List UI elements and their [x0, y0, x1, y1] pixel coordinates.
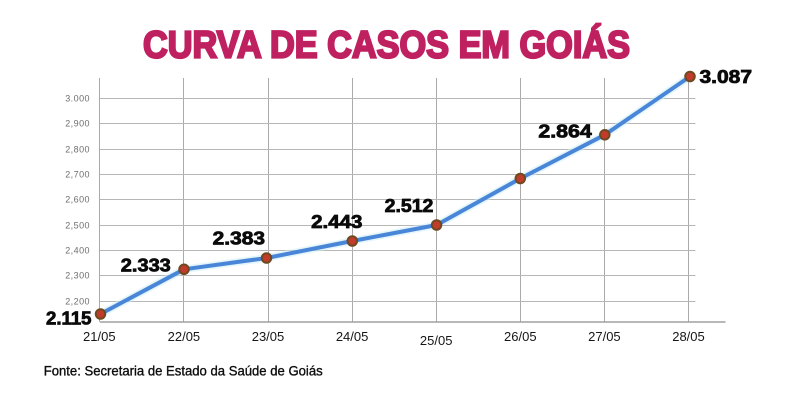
- svg-text:26/05: 26/05: [504, 329, 537, 344]
- svg-text:3.000: 3.000: [65, 94, 90, 104]
- svg-text:25/05: 25/05: [420, 333, 453, 348]
- svg-text:2.864: 2.864: [538, 120, 592, 141]
- svg-text:Fonte: Secretaria de Estado da: Fonte: Secretaria de Estado da Saúde de …: [44, 363, 323, 379]
- svg-text:2.512: 2.512: [385, 195, 434, 216]
- svg-text:2.115: 2.115: [46, 307, 92, 328]
- svg-text:2,400: 2,400: [65, 246, 90, 256]
- svg-text:2,700: 2,700: [65, 170, 90, 180]
- svg-text:2,300: 2,300: [65, 271, 90, 281]
- svg-text:3.087: 3.087: [700, 66, 753, 87]
- svg-text:24/05: 24/05: [336, 329, 369, 344]
- svg-text:2.333: 2.333: [121, 254, 171, 275]
- svg-text:27/05: 27/05: [588, 329, 621, 344]
- svg-text:2.443: 2.443: [311, 211, 362, 232]
- svg-text:2,900: 2,900: [65, 119, 90, 129]
- svg-text:2,500: 2,500: [65, 221, 90, 231]
- svg-text:2,200: 2,200: [65, 297, 90, 307]
- svg-text:2,800: 2,800: [65, 145, 90, 155]
- svg-text:28/05: 28/05: [672, 329, 705, 344]
- svg-text:2,600: 2,600: [65, 195, 90, 205]
- svg-text:22/05: 22/05: [168, 329, 201, 344]
- svg-text:21/05: 21/05: [83, 329, 116, 344]
- svg-text:CURVA DE CASOS EM GOIÁS: CURVA DE CASOS EM GOIÁS: [143, 23, 630, 67]
- svg-text:2.383: 2.383: [213, 227, 265, 248]
- svg-text:23/05: 23/05: [252, 329, 285, 344]
